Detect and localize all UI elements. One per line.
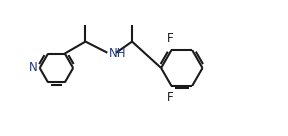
Text: F: F: [167, 91, 174, 104]
Text: F: F: [167, 32, 174, 45]
Text: N: N: [29, 61, 38, 75]
Text: NH: NH: [109, 47, 126, 60]
